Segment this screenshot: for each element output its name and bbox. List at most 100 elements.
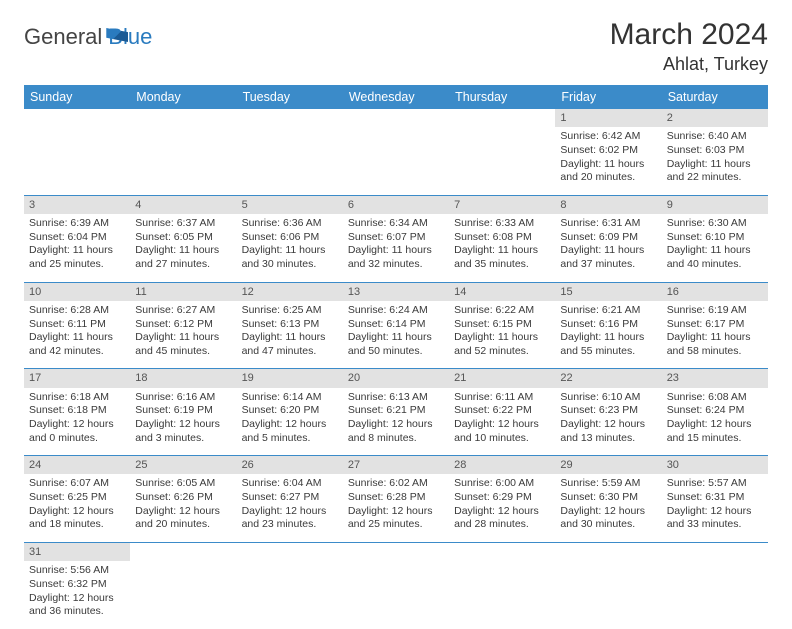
day-cell: [343, 561, 449, 629]
day-number-cell: [130, 109, 236, 127]
daynum-row: 24252627282930: [24, 456, 768, 475]
day-number-cell: 25: [130, 456, 236, 475]
daylight-line: Daylight: 12 hours and 28 minutes.: [454, 505, 550, 532]
day-number-cell: [449, 542, 555, 561]
daylight-line: Daylight: 11 hours and 22 minutes.: [667, 158, 763, 185]
day-number-cell: 24: [24, 456, 130, 475]
day-cell: [130, 561, 236, 629]
day-number-cell: 28: [449, 456, 555, 475]
day-number-cell: 17: [24, 369, 130, 388]
day-number-cell: 5: [237, 195, 343, 214]
sunset-line: Sunset: 6:14 PM: [348, 318, 444, 332]
day-cell: Sunrise: 6:39 AMSunset: 6:04 PMDaylight:…: [24, 214, 130, 282]
day-cell: Sunrise: 6:04 AMSunset: 6:27 PMDaylight:…: [237, 474, 343, 542]
day-cell: Sunrise: 6:30 AMSunset: 6:10 PMDaylight:…: [662, 214, 768, 282]
day-number-cell: 18: [130, 369, 236, 388]
day-cell: Sunrise: 6:36 AMSunset: 6:06 PMDaylight:…: [237, 214, 343, 282]
sunrise-line: Sunrise: 5:57 AM: [667, 477, 763, 491]
sunrise-line: Sunrise: 6:04 AM: [242, 477, 338, 491]
day-cell: Sunrise: 6:42 AMSunset: 6:02 PMDaylight:…: [555, 127, 661, 195]
daylight-line: Daylight: 12 hours and 3 minutes.: [135, 418, 231, 445]
daylight-line: Daylight: 12 hours and 36 minutes.: [29, 592, 125, 619]
day-cell: Sunrise: 6:22 AMSunset: 6:15 PMDaylight:…: [449, 301, 555, 369]
day-number-cell: [24, 109, 130, 127]
daylight-line: Daylight: 12 hours and 8 minutes.: [348, 418, 444, 445]
sunset-line: Sunset: 6:13 PM: [242, 318, 338, 332]
weekday-sunday: Sunday: [24, 85, 130, 109]
daylight-line: Daylight: 11 hours and 52 minutes.: [454, 331, 550, 358]
day-number-cell: [662, 542, 768, 561]
day-content-row: Sunrise: 6:07 AMSunset: 6:25 PMDaylight:…: [24, 474, 768, 542]
day-number-cell: 9: [662, 195, 768, 214]
day-number-cell: 12: [237, 282, 343, 301]
sunrise-line: Sunrise: 6:24 AM: [348, 304, 444, 318]
sunrise-line: Sunrise: 6:33 AM: [454, 217, 550, 231]
weekday-wednesday: Wednesday: [343, 85, 449, 109]
day-number-cell: [449, 109, 555, 127]
day-number-cell: 6: [343, 195, 449, 214]
day-content-row: Sunrise: 6:18 AMSunset: 6:18 PMDaylight:…: [24, 388, 768, 456]
day-cell: [237, 127, 343, 195]
brand-part1: General: [24, 24, 102, 50]
brand-logo: General Blue: [24, 18, 152, 50]
day-number-cell: 3: [24, 195, 130, 214]
day-content-row: Sunrise: 6:39 AMSunset: 6:04 PMDaylight:…: [24, 214, 768, 282]
sunset-line: Sunset: 6:24 PM: [667, 404, 763, 418]
day-content-row: Sunrise: 5:56 AMSunset: 6:32 PMDaylight:…: [24, 561, 768, 629]
day-number-cell: 7: [449, 195, 555, 214]
sunrise-line: Sunrise: 5:59 AM: [560, 477, 656, 491]
day-cell: Sunrise: 6:40 AMSunset: 6:03 PMDaylight:…: [662, 127, 768, 195]
daylight-line: Daylight: 12 hours and 15 minutes.: [667, 418, 763, 445]
day-number-cell: 19: [237, 369, 343, 388]
day-cell: Sunrise: 6:18 AMSunset: 6:18 PMDaylight:…: [24, 388, 130, 456]
day-cell: Sunrise: 5:57 AMSunset: 6:31 PMDaylight:…: [662, 474, 768, 542]
day-cell: Sunrise: 6:28 AMSunset: 6:11 PMDaylight:…: [24, 301, 130, 369]
sunrise-line: Sunrise: 6:34 AM: [348, 217, 444, 231]
location: Ahlat, Turkey: [610, 54, 768, 75]
sunrise-line: Sunrise: 6:21 AM: [560, 304, 656, 318]
daylight-line: Daylight: 11 hours and 55 minutes.: [560, 331, 656, 358]
day-cell: [237, 561, 343, 629]
sunrise-line: Sunrise: 6:39 AM: [29, 217, 125, 231]
daylight-line: Daylight: 11 hours and 50 minutes.: [348, 331, 444, 358]
sunset-line: Sunset: 6:23 PM: [560, 404, 656, 418]
sunset-line: Sunset: 6:31 PM: [667, 491, 763, 505]
daylight-line: Daylight: 12 hours and 13 minutes.: [560, 418, 656, 445]
sunset-line: Sunset: 6:29 PM: [454, 491, 550, 505]
sunset-line: Sunset: 6:30 PM: [560, 491, 656, 505]
sunset-line: Sunset: 6:15 PM: [454, 318, 550, 332]
day-cell: Sunrise: 6:31 AMSunset: 6:09 PMDaylight:…: [555, 214, 661, 282]
day-cell: Sunrise: 6:19 AMSunset: 6:17 PMDaylight:…: [662, 301, 768, 369]
day-number-cell: 20: [343, 369, 449, 388]
day-number-cell: [343, 109, 449, 127]
sunset-line: Sunset: 6:21 PM: [348, 404, 444, 418]
day-cell: [343, 127, 449, 195]
day-cell: Sunrise: 6:21 AMSunset: 6:16 PMDaylight:…: [555, 301, 661, 369]
daylight-line: Daylight: 11 hours and 40 minutes.: [667, 244, 763, 271]
sunrise-line: Sunrise: 6:00 AM: [454, 477, 550, 491]
weekday-header-row: Sunday Monday Tuesday Wednesday Thursday…: [24, 85, 768, 109]
sunset-line: Sunset: 6:17 PM: [667, 318, 763, 332]
sunrise-line: Sunrise: 6:27 AM: [135, 304, 231, 318]
sunset-line: Sunset: 6:26 PM: [135, 491, 231, 505]
day-cell: Sunrise: 6:13 AMSunset: 6:21 PMDaylight:…: [343, 388, 449, 456]
sunrise-line: Sunrise: 6:16 AM: [135, 391, 231, 405]
daynum-row: 10111213141516: [24, 282, 768, 301]
weekday-saturday: Saturday: [662, 85, 768, 109]
daylight-line: Daylight: 11 hours and 20 minutes.: [560, 158, 656, 185]
daylight-line: Daylight: 12 hours and 20 minutes.: [135, 505, 231, 532]
month-title: March 2024: [610, 18, 768, 52]
daylight-line: Daylight: 11 hours and 37 minutes.: [560, 244, 656, 271]
sunset-line: Sunset: 6:11 PM: [29, 318, 125, 332]
sunset-line: Sunset: 6:28 PM: [348, 491, 444, 505]
weekday-thursday: Thursday: [449, 85, 555, 109]
day-number-cell: 16: [662, 282, 768, 301]
day-cell: Sunrise: 6:25 AMSunset: 6:13 PMDaylight:…: [237, 301, 343, 369]
daylight-line: Daylight: 12 hours and 0 minutes.: [29, 418, 125, 445]
day-number-cell: 13: [343, 282, 449, 301]
day-cell: Sunrise: 6:05 AMSunset: 6:26 PMDaylight:…: [130, 474, 236, 542]
daylight-line: Daylight: 12 hours and 30 minutes.: [560, 505, 656, 532]
sunrise-line: Sunrise: 6:10 AM: [560, 391, 656, 405]
sunset-line: Sunset: 6:18 PM: [29, 404, 125, 418]
day-number-cell: 11: [130, 282, 236, 301]
